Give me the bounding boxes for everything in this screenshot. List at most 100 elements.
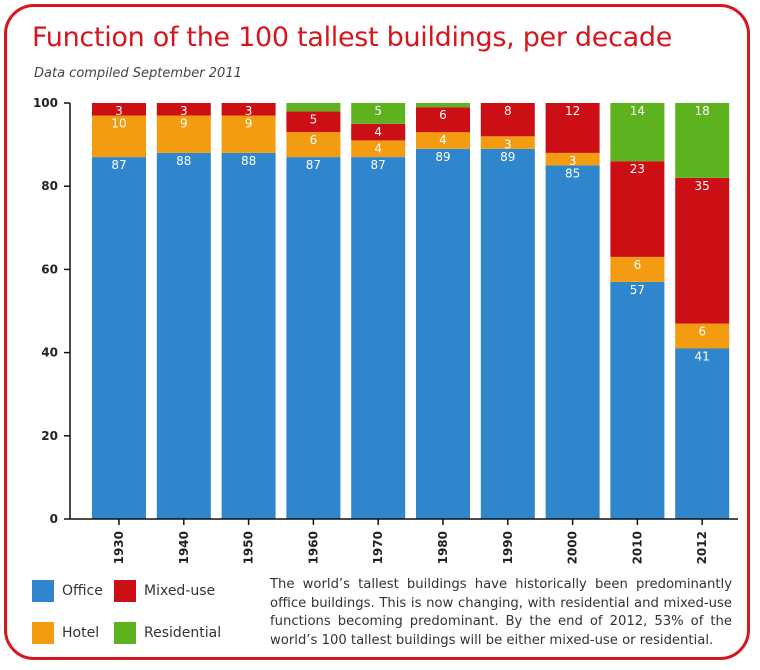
bar-office-2000 <box>545 165 600 519</box>
bar-label: 6 <box>698 325 706 339</box>
legend-item-mixed-use: Mixed-use <box>114 580 215 602</box>
chart-title: Function of the 100 tallest buildings, p… <box>32 22 673 53</box>
chart-subtitle: Data compiled September 2011 <box>34 66 242 81</box>
bar-label: 23 <box>630 162 645 176</box>
bar-mixed-use-1950 <box>221 103 276 116</box>
bar-label: 85 <box>565 166 580 180</box>
bar-hotel-1960 <box>286 132 341 158</box>
bar-label: 3 <box>569 154 577 168</box>
bar-hotel-1990 <box>480 136 535 149</box>
bar-office-1940 <box>156 152 211 519</box>
bar-label: 9 <box>180 117 188 131</box>
bar-mixed-use-2010 <box>610 161 665 257</box>
bar-residential-1970 <box>351 103 406 124</box>
legend-label-hotel: Hotel <box>62 625 100 641</box>
bar-label: 87 <box>111 158 126 172</box>
bar-residential-1980 <box>416 103 470 108</box>
legend-swatch-mixed-use <box>114 580 136 602</box>
bar-label: 41 <box>695 349 710 363</box>
x-tick-label: 2010 <box>630 531 644 564</box>
x-tick-label: 1940 <box>177 531 191 564</box>
bar-label: 3 <box>504 137 512 151</box>
bar-office-1980 <box>416 148 470 520</box>
bar-label: 6 <box>310 133 318 147</box>
bar-office-1930 <box>92 157 146 519</box>
bar-label: 5 <box>374 104 382 118</box>
legend-label-office: Office <box>62 583 103 599</box>
bar-mixed-use-2012 <box>675 177 730 324</box>
bar-label: 88 <box>176 154 191 168</box>
legend-item-office: Office <box>32 580 103 602</box>
bar-mixed-use-2000 <box>545 103 600 153</box>
legend-swatch-hotel <box>32 622 54 644</box>
legend: Office Mixed-use Hotel Residential <box>32 580 262 660</box>
bar-hotel-1930 <box>92 115 146 158</box>
bar-label: 3 <box>245 104 253 118</box>
legend-swatch-residential <box>114 622 136 644</box>
bar-office-1970 <box>351 157 406 519</box>
legend-label-residential: Residential <box>144 625 222 641</box>
bar-hotel-1970 <box>351 140 406 157</box>
bar-label: 89 <box>435 150 450 164</box>
x-tick-label: 1950 <box>242 531 256 564</box>
bar-label: 4 <box>439 133 447 147</box>
legend-item-hotel: Hotel <box>32 622 99 644</box>
bar-office-1990 <box>480 148 535 520</box>
y-tick-label: 60 <box>41 262 58 276</box>
x-tick-label: 2000 <box>566 531 580 564</box>
bar-label: 35 <box>695 179 710 193</box>
bar-mixed-use-1960 <box>286 111 341 133</box>
bar-hotel-1950 <box>221 115 276 153</box>
bar-label: 89 <box>500 150 515 164</box>
bar-label: 10 <box>111 117 126 131</box>
x-tick-label: 1990 <box>501 531 515 564</box>
bar-mixed-use-1970 <box>351 123 406 141</box>
bar-label: 4 <box>374 125 382 139</box>
bar-label: 3 <box>180 104 188 118</box>
bar-mixed-use-1940 <box>156 103 211 116</box>
bar-label: 3 <box>115 104 123 118</box>
y-tick-label: 80 <box>41 179 58 193</box>
bar-label: 14 <box>630 104 645 118</box>
legend-item-residential: Residential <box>114 622 221 644</box>
bar-hotel-2012 <box>675 323 730 349</box>
bar-label: 6 <box>439 108 447 122</box>
bar-hotel-1940 <box>156 115 211 153</box>
bar-mixed-use-1930 <box>92 103 146 116</box>
bar-label: 4 <box>374 141 382 155</box>
bar-label: 88 <box>241 154 256 168</box>
bar-mixed-use-1990 <box>480 103 535 137</box>
bar-residential-2010 <box>610 103 665 162</box>
bar-label: 87 <box>371 158 386 172</box>
bar-office-1950 <box>221 152 276 519</box>
bar-office-2012 <box>675 348 730 519</box>
x-tick-label: 1970 <box>371 531 385 564</box>
bar-residential-2012 <box>675 103 730 178</box>
bar-label: 87 <box>306 158 321 172</box>
bar-residential-1960 <box>286 103 341 112</box>
bar-label: 12 <box>565 104 580 118</box>
bar-hotel-1980 <box>416 132 470 149</box>
bar-hotel-2010 <box>610 256 665 282</box>
y-tick-label: 100 <box>33 96 58 110</box>
x-tick-label: 1960 <box>306 531 320 564</box>
bar-hotel-2000 <box>545 152 600 166</box>
legend-swatch-office <box>32 580 54 602</box>
bar-label: 6 <box>634 258 642 272</box>
bar-office-2010 <box>610 281 665 519</box>
legend-label-mixed-use: Mixed-use <box>144 583 216 599</box>
x-tick-label: 1980 <box>436 531 450 564</box>
bar-label: 18 <box>695 104 710 118</box>
y-tick-label: 40 <box>41 346 58 360</box>
y-tick-label: 20 <box>41 429 58 443</box>
bar-label: 9 <box>245 117 253 131</box>
bar-label: 5 <box>310 112 318 126</box>
x-tick-label: 2012 <box>695 531 709 564</box>
bar-label: 8 <box>504 104 512 118</box>
y-tick-label: 0 <box>50 512 58 526</box>
description-text: The world’s tallest buildings have histo… <box>270 577 732 648</box>
x-tick-label: 1930 <box>112 531 126 564</box>
bar-mixed-use-1980 <box>416 107 470 133</box>
bar-office-1960 <box>286 157 341 519</box>
